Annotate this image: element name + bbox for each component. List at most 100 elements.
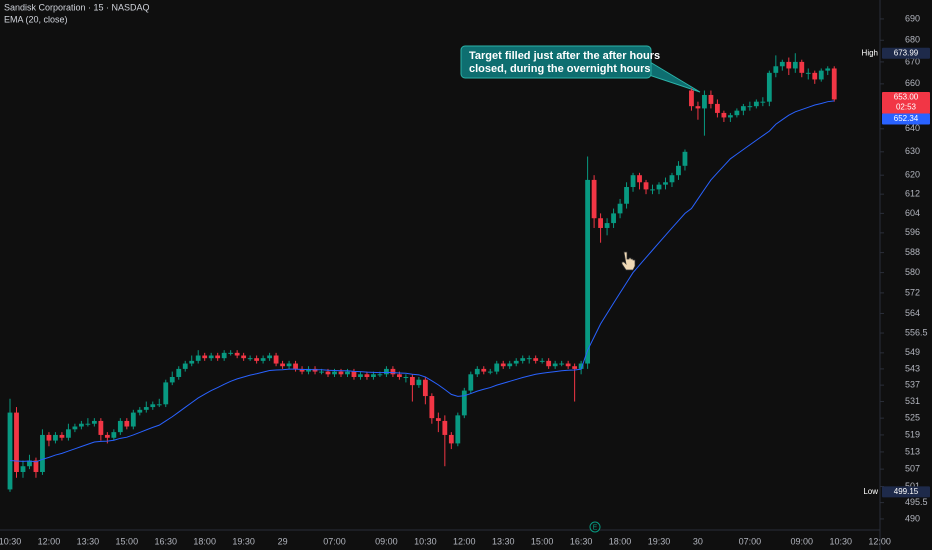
x-tick-label: 10:30 [0,536,21,546]
y-tick-label: 549 [905,347,920,357]
candle-body [293,363,298,369]
chart-title: Sandisk Corporation · 15 · NASDAQ [4,2,150,12]
candle-body [27,460,32,467]
candle-body [747,106,753,108]
cursor-icon [621,251,636,271]
x-tick-label: 10:30 [829,536,852,546]
x-tick-label: 30 [693,536,703,546]
x-tick-label: 18:00 [193,536,216,546]
high-tag-box [882,47,930,59]
candle-body [221,352,227,359]
y-tick-label: 680 [905,35,920,45]
candle-body [682,151,688,166]
annotation-callout: Target filled just after the after hours… [460,45,701,93]
candle-body [409,376,415,386]
candle-body [727,115,733,118]
y-tick-label: 660 [905,78,920,88]
candle-body [818,70,824,80]
candle-body [559,363,565,365]
y-tick-label: 564 [905,308,920,318]
indicator-label: EMA (20, close) [4,14,68,24]
candle-body [546,360,552,367]
candle-body [643,182,649,190]
x-tick-label: 09:00 [791,536,814,546]
low-tag-box [882,486,930,498]
x-tick-label: 19:30 [648,536,671,546]
candle-body [429,396,435,419]
x-tick-label: 07:00 [739,536,762,546]
candle-body [455,415,461,444]
y-tick-label: 513 [905,446,920,456]
candle-body [332,371,337,375]
x-tick-label: 12:00 [868,536,891,546]
candle-body [98,420,104,435]
y-tick-label: 531 [905,396,920,406]
candle-body [182,363,188,369]
y-tick-label: 640 [905,123,920,133]
event-circle [589,521,601,533]
y-tick-label: 690 [905,13,920,23]
candle-body [422,379,428,397]
candle-body [33,460,39,472]
candle-body [7,412,13,490]
x-tick-label: 12:00 [453,536,476,546]
y-tick-label: 543 [905,363,920,373]
candle-body [325,371,331,375]
candle-body [552,363,558,367]
candle-body [494,363,500,372]
y-tick-label: 495.5 [905,497,928,507]
candle-body [299,368,305,372]
y-tick-label: 525 [905,413,920,423]
candle-body [442,420,448,435]
candle-body [812,72,818,80]
candle-body [66,429,71,438]
candle-body [416,379,422,386]
candle-body [715,103,720,113]
callout-box [460,45,652,79]
y-tick-label: 596 [905,227,920,237]
candle-body [825,68,831,71]
candle-body [137,409,143,413]
candle-body [468,374,474,391]
candle-body [91,420,97,424]
countdown: 02:53 [896,103,917,112]
candle-body [117,420,123,433]
candle-body [786,61,792,69]
candle-body [572,366,578,369]
y-tick-label: 537 [905,380,920,390]
candle-body [520,358,526,361]
last-price-tag: 653.00 [894,93,919,102]
candle-body [358,374,363,377]
x-tick-label: 12:00 [38,536,61,546]
candle-body [403,376,409,378]
candle-body [773,66,779,73]
x-tick-label: 09:00 [375,536,398,546]
callout-text: Target filled just after the after hours [469,50,660,62]
candle-body [189,360,195,364]
candle-body [215,355,221,359]
candle-body [533,358,539,361]
candle-body [637,175,642,183]
x-tick-label: 29 [278,536,288,546]
candle-body [481,368,487,372]
candle-body [669,175,675,183]
candle-body [708,94,714,104]
candle-body [753,101,759,107]
candle-body [241,355,247,359]
candle-body [228,352,234,354]
x-tick-label: 15:00 [531,536,554,546]
candle-body [604,223,610,228]
candle-body [598,218,603,228]
y-tick-label: 588 [905,247,920,257]
event-label: E [593,524,598,531]
candle-body [461,390,467,416]
candle-body [805,72,811,74]
candle-body [448,434,454,444]
x-tick-label: 16:30 [570,536,593,546]
candle-body [130,412,136,427]
hand-cursor [621,251,636,271]
candle-body [702,94,707,109]
y-tick-label: 490 [905,513,920,523]
